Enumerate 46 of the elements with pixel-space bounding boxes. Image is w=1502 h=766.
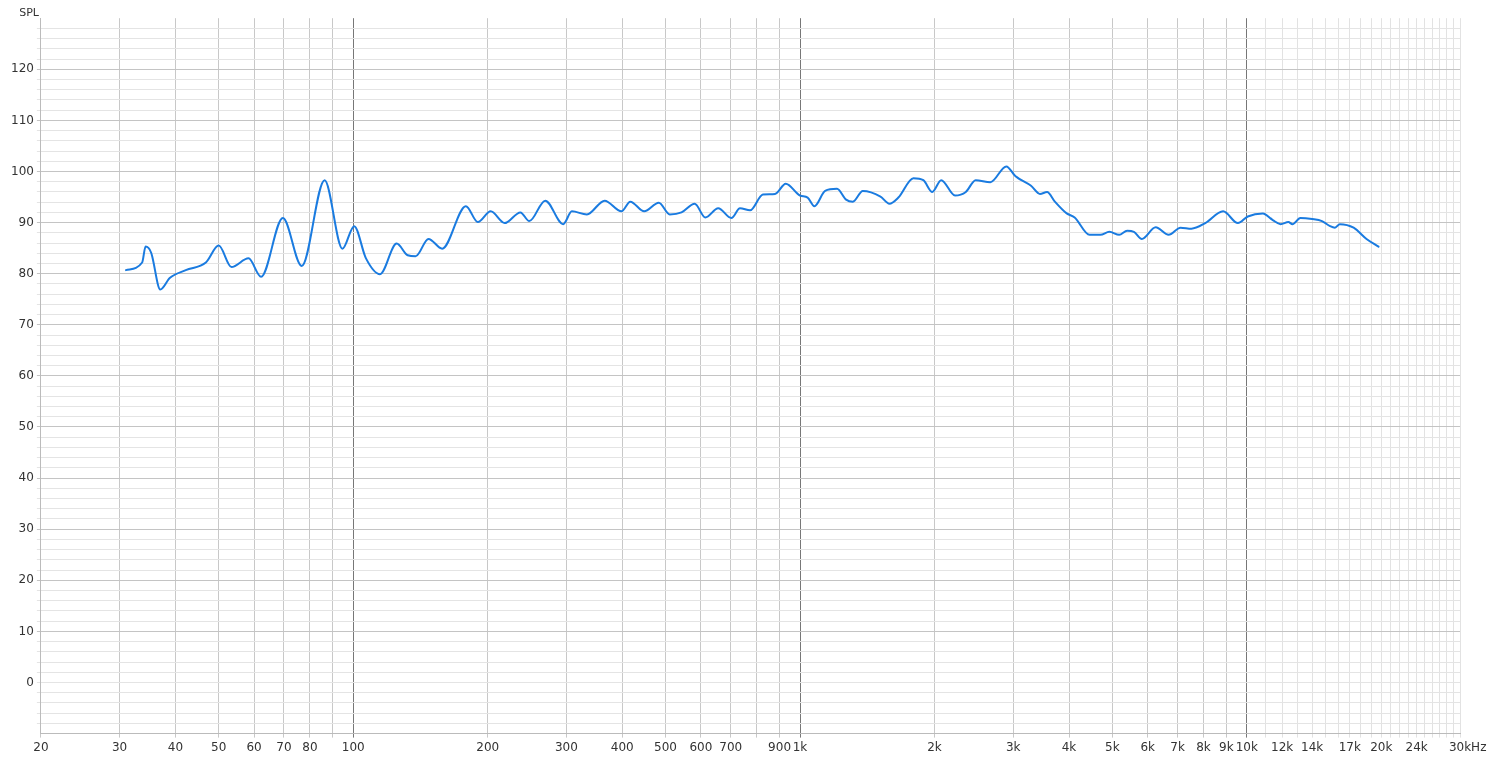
x-tick-label: 3k — [1005, 739, 1021, 754]
x-tick-label: 50 — [211, 739, 227, 754]
y-tick-label: 90 — [18, 214, 34, 229]
x-tick-label: 10k — [1235, 739, 1258, 754]
x-tick-label: 1k — [792, 739, 808, 754]
x-tick-label: 60 — [246, 739, 262, 754]
y-tick-label: 60 — [18, 368, 34, 383]
x-tick-label: 900 — [768, 739, 792, 754]
x-tick-label: 200 — [476, 739, 500, 754]
y-tick-label: 70 — [18, 316, 34, 331]
y-tick-label: 100 — [11, 163, 34, 178]
y-tick-label: 80 — [18, 265, 34, 280]
y-tick-label: 40 — [18, 470, 34, 485]
y-tick-label: 0 — [26, 674, 34, 689]
x-tick-label: 8k — [1196, 739, 1211, 754]
x-tick-label: 6k — [1140, 739, 1156, 754]
y-tick-label: 10 — [18, 623, 34, 638]
x-tick-label: 9k — [1219, 739, 1234, 754]
y-tick-label: 120 — [11, 61, 34, 76]
x-tick-label: 4k — [1061, 739, 1077, 754]
x-axis-title: Hz — [1471, 739, 1487, 754]
x-tick-label: 30 — [111, 739, 128, 754]
y-tick-label: 20 — [18, 572, 34, 587]
x-tick-label: 500 — [654, 739, 677, 754]
x-tick-label: 17k — [1338, 739, 1361, 754]
y-tick-label: 110 — [11, 112, 34, 127]
x-tick-label: 100 — [341, 739, 365, 754]
x-tick-label: 70 — [276, 739, 292, 754]
x-tick-label: 80 — [302, 739, 318, 754]
x-tick-label: 20 — [33, 739, 49, 754]
x-tick-label: 700 — [719, 739, 743, 754]
y-axis-title: SPL — [19, 6, 40, 20]
x-tick-label: 30k — [1448, 739, 1472, 754]
x-tick-label: 7k — [1170, 739, 1185, 754]
x-tick-label: 24k — [1405, 739, 1428, 754]
x-tick-label: 2k — [927, 739, 942, 754]
x-tick-label: 14k — [1301, 739, 1324, 754]
x-tick-label: 600 — [689, 739, 713, 754]
y-tick-label: 30 — [18, 521, 34, 536]
x-tick-label: 40 — [167, 739, 184, 754]
x-tick-label: 5k — [1105, 739, 1120, 754]
x-tick-label: 300 — [554, 739, 578, 754]
x-tick-label: 12k — [1271, 739, 1294, 754]
x-tick-label: 400 — [610, 739, 634, 754]
x-tick-label: 20k — [1370, 739, 1393, 754]
y-tick-label: 50 — [18, 419, 34, 434]
